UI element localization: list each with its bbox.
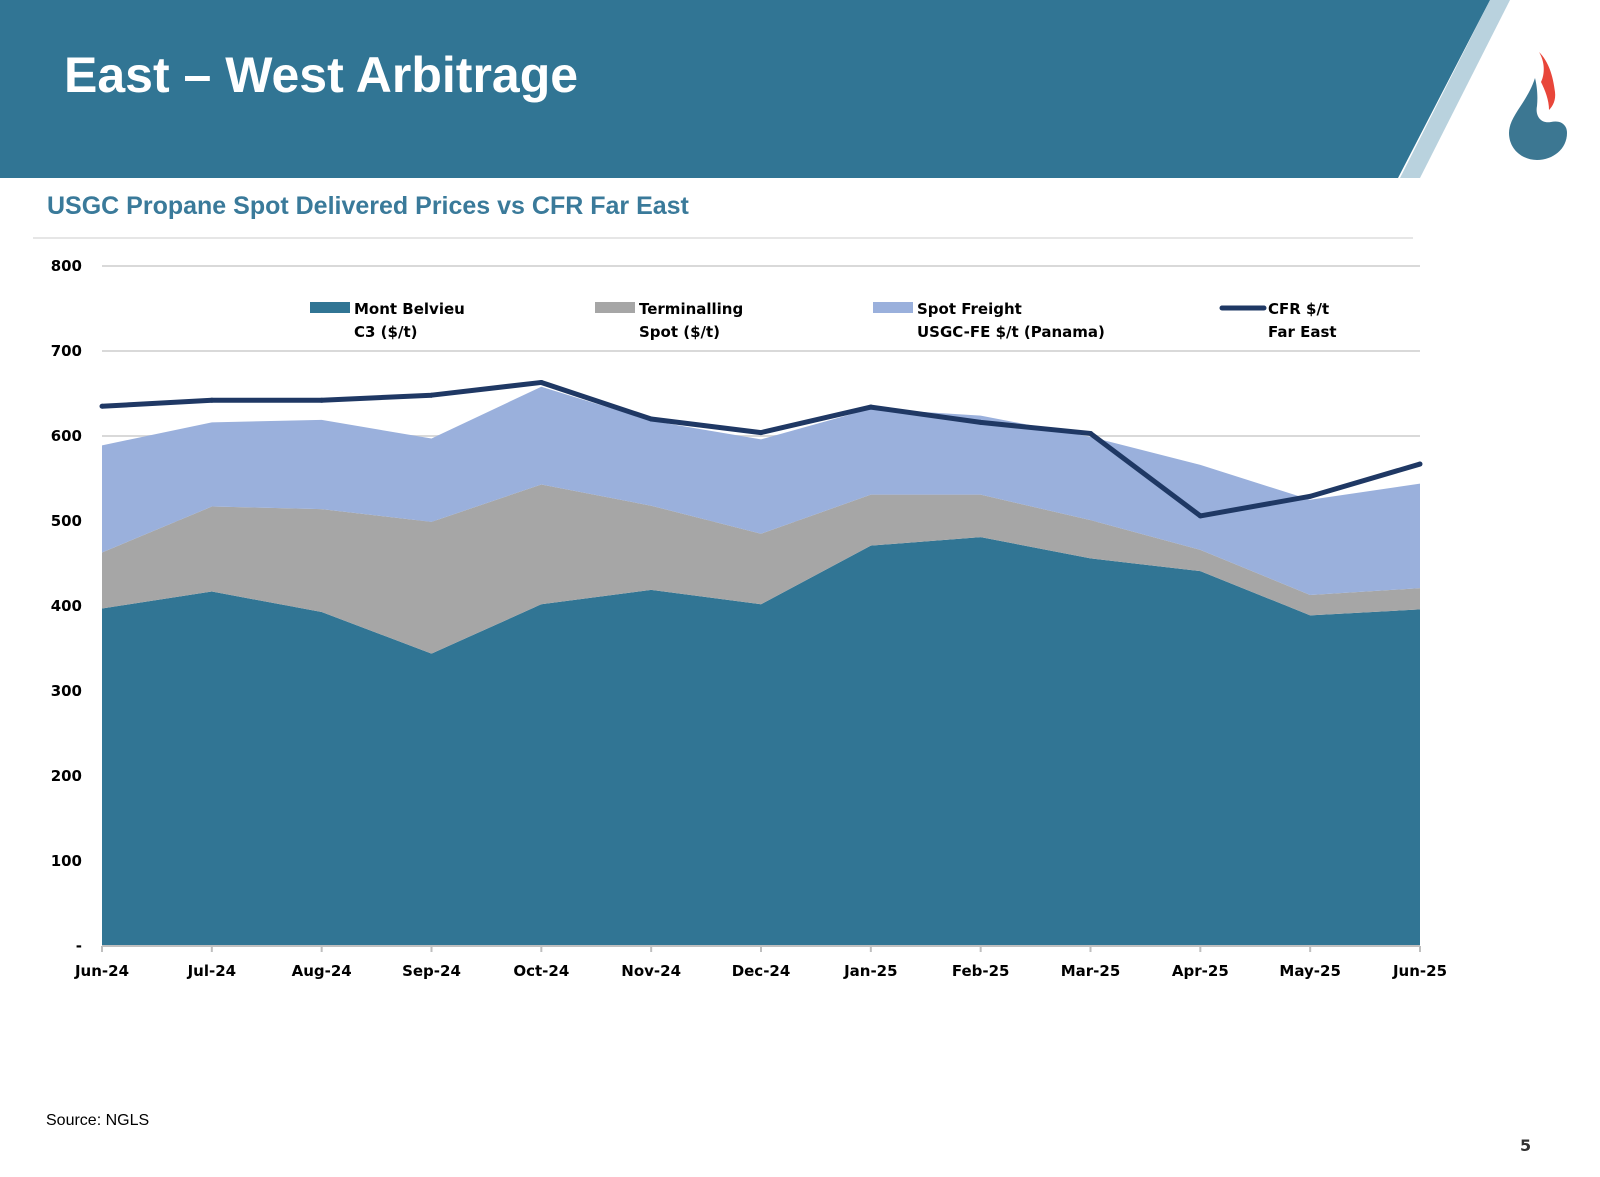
y-tick-label-500: 500 (51, 512, 82, 530)
cfr-point-Apr-25 (1197, 513, 1203, 519)
cfr-point-Sep-24 (429, 392, 434, 398)
subtitle-divider (33, 237, 1413, 239)
page-number: 5 (1520, 1136, 1532, 1155)
legend-swatch-3 (873, 302, 913, 313)
cfr-point-Jan-25 (868, 404, 874, 410)
area-point-s3-Dec-24 (759, 437, 763, 441)
y-tick-label-800: 800 (51, 257, 82, 275)
x-tick-label-Jun-24: Jun-24 (74, 962, 129, 980)
area-point-s3-Sep-24 (430, 437, 434, 441)
x-tick-label-Mar-25: Mar-25 (1061, 962, 1121, 980)
legend-label-2-line1: Terminalling (639, 300, 743, 318)
cfr-point-Mar-25 (1088, 430, 1093, 436)
x-tick-label-Feb-25: Feb-25 (952, 962, 1010, 980)
legend-label-4-line1: CFR $/t (1268, 300, 1329, 318)
y-tick-label-700: 700 (51, 342, 82, 360)
cfr-point-Jun-24 (99, 403, 105, 409)
legend-label-3-line2: USGC-FE $/t (Panama) (917, 323, 1105, 341)
area-series-2 (102, 484, 1420, 654)
x-tick-label-Apr-25: Apr-25 (1172, 962, 1229, 980)
area-point-s3-Apr-25 (1198, 463, 1202, 467)
legend-swatch-1 (310, 302, 350, 313)
cfr-point-May-25 (1307, 493, 1313, 499)
area-point-s3-Feb-25 (979, 414, 983, 418)
y-tick-label-300: 300 (51, 682, 82, 700)
area-point-s3-Jun-25 (1418, 482, 1422, 486)
cfr-point-Feb-25 (978, 419, 984, 425)
legend-label-3-line1: Spot Freight (917, 300, 1022, 318)
cfr-point-Aug-24 (319, 397, 325, 403)
source-note: Source: NGLS (46, 1112, 150, 1129)
x-tick-label-Nov-24: Nov-24 (621, 962, 681, 980)
x-tick-label-Jan-25: Jan-25 (843, 962, 897, 980)
y-tick-label-100: 100 (51, 852, 82, 870)
cfr-point-Jun-25 (1417, 461, 1423, 467)
cfr-point-Dec-24 (758, 430, 764, 436)
x-tick-label-Jun-25: Jun-25 (1392, 962, 1447, 980)
cfr-point-Oct-24 (538, 379, 544, 385)
area-point-s3-Jul-24 (210, 420, 214, 424)
area-series-1 (102, 537, 1420, 946)
legend-swatch-2 (595, 302, 635, 313)
banner-accent-stripe (1400, 0, 1510, 178)
cfr-point-Nov-24 (648, 416, 654, 422)
stacked-area-chart: - 100 200 300 400 500 600 700 800 Jun-24 Jul-24 Aug… (51, 257, 1447, 980)
x-tick-label-Dec-24: Dec-24 (732, 962, 791, 980)
x-tick-label-Aug-24: Aug-24 (292, 962, 352, 980)
x-tick-label-May-25: May-25 (1279, 962, 1340, 980)
slide-title: East – West Arbitrage (64, 47, 579, 103)
banner-background (0, 0, 1490, 178)
x-tick-label-Sep-24: Sep-24 (402, 962, 461, 980)
legend-label-1-line1: Mont Belvieu (354, 300, 465, 318)
legend-label-2-line2: Spot ($/t) (639, 323, 720, 341)
area-point-s3-Jun-24 (100, 443, 104, 447)
y-tick-label-400: 400 (51, 597, 82, 615)
area-point-s3-Aug-24 (320, 418, 324, 422)
y-tick-label-600: 600 (51, 427, 82, 445)
y-tick-label-200: 200 (51, 767, 82, 785)
chart-subtitle: USGC Propane Spot Delivered Prices vs CF… (47, 192, 689, 220)
header-banner (0, 0, 1510, 178)
company-logo-icon (1509, 52, 1567, 160)
legend-label-1-line2: C3 ($/t) (354, 323, 417, 341)
area-series-3 (102, 386, 1420, 595)
y-tick-label-0: - (76, 937, 82, 955)
x-tick-label-Oct-24: Oct-24 (513, 962, 569, 980)
legend-label-4-line2: Far East (1268, 323, 1337, 341)
x-tick-label-Jul-24: Jul-24 (187, 962, 237, 980)
cfr-point-Jul-24 (209, 397, 215, 403)
